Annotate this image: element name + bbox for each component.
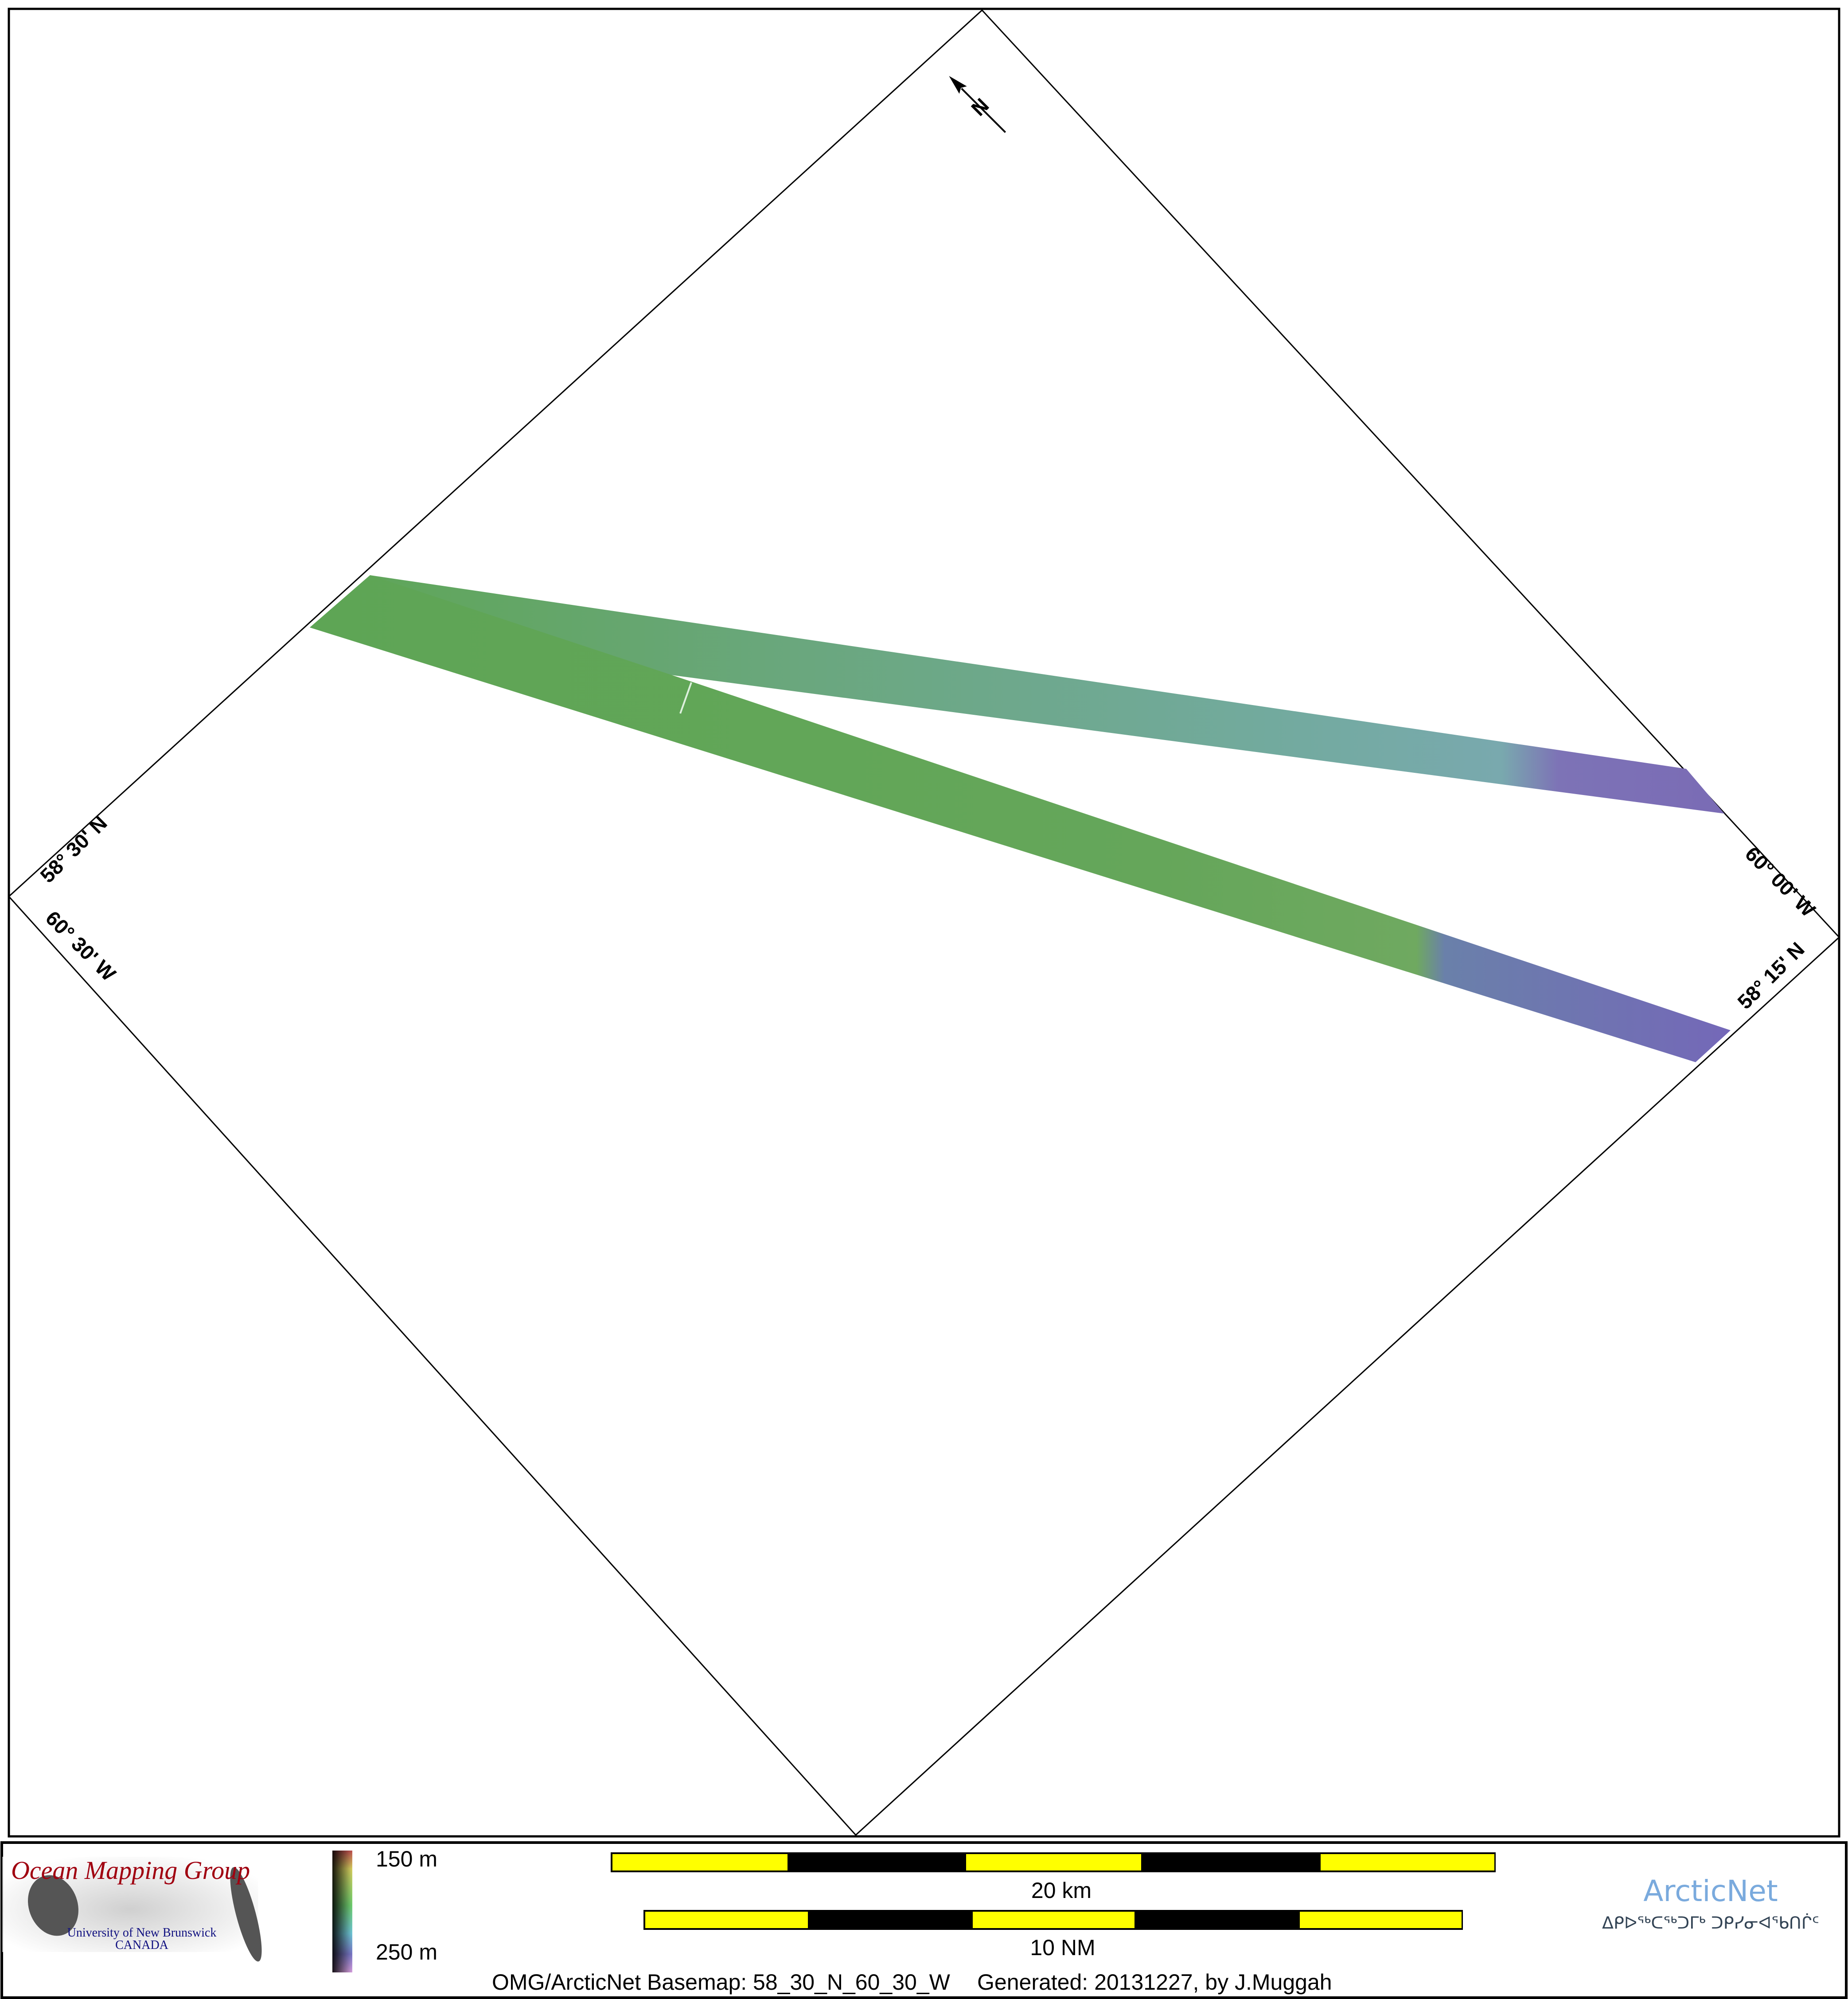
swath-seam (679, 682, 692, 714)
omg-country: CANADA (115, 1938, 169, 1952)
scale-bar-km (611, 1852, 1496, 1872)
map-boundary (8, 9, 1840, 1836)
survey-swath-lower (310, 575, 1731, 1062)
omg-university: University of New Brunswick (67, 1926, 217, 1940)
omg-title: Ocean Mapping Group (11, 1856, 250, 1885)
scale-nm-label: 10 NM (1030, 1935, 1095, 1960)
omg-logo: Ocean Mapping Group University of New Br… (2, 1856, 262, 1962)
generated-label: Generated: 20131227, by J.Muggah (977, 1970, 1332, 1995)
arcticnet-inuktitut: ᐃᑭᐅᖅᑕᖅᑐᒥᒃ ᑐᑭᓯᓂᐊᖃᑎᒌᑦ (1602, 1913, 1819, 1933)
scale-bar-nm (643, 1910, 1463, 1930)
arcticnet-logo: ArcticNet (1643, 1874, 1778, 1908)
depth-label-bottom: 250 m (376, 1940, 437, 1964)
map-frame (8, 8, 1840, 1838)
scale-km-label: 20 km (1031, 1878, 1092, 1903)
depth-colorbar-shade (332, 1851, 352, 1972)
basemap-label: OMG/ArcticNet Basemap: 58_30_N_60_30_W (492, 1970, 951, 1995)
survey-swath-upper (310, 575, 1724, 814)
depth-label-top: 150 m (376, 1847, 437, 1871)
